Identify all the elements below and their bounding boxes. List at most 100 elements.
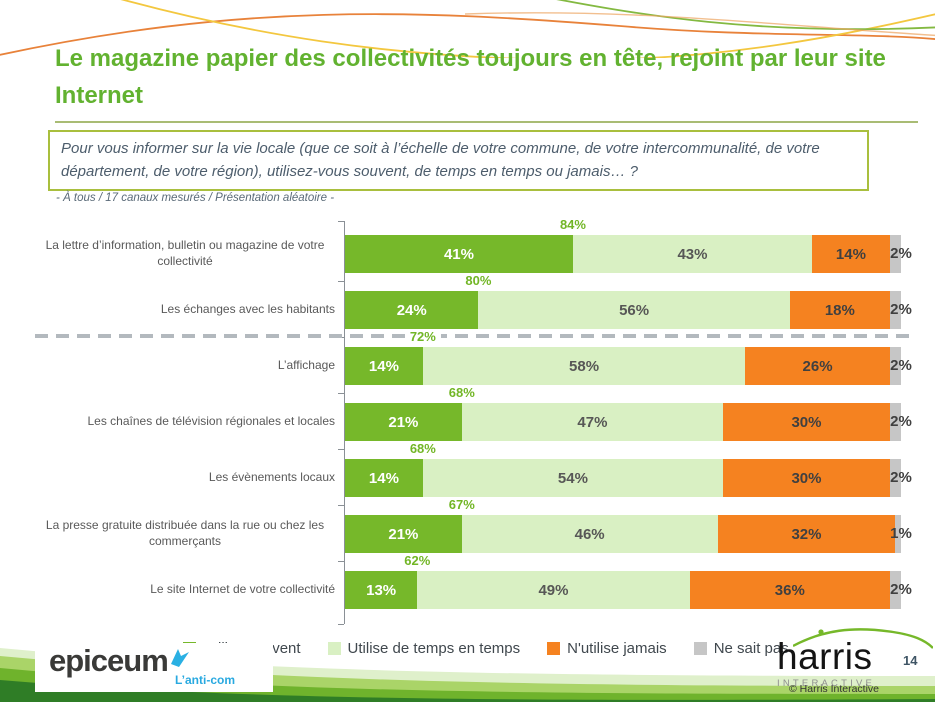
bar-segment-utilise-souvent: 13% (345, 571, 418, 609)
total-label: 72% (404, 329, 441, 344)
bar-segment-utilise-souvent: 41% (345, 235, 573, 273)
total-label: 68% (404, 441, 441, 456)
segment-value-label: 46% (574, 525, 605, 543)
methodology-note: - À tous / 17 canaux mesurés / Présentat… (56, 192, 335, 204)
bar-segment-ne-sait-pas: 2% (889, 571, 912, 609)
axis-tick (338, 624, 344, 625)
segment-value-label: 36% (774, 581, 805, 599)
bar-segment-utilise-souvent: 21% (345, 515, 462, 553)
segment-value-label: 13% (366, 581, 397, 599)
segment-value-label: 49% (538, 581, 569, 599)
stacked-bar: 14% 58% 26% 2% (345, 347, 912, 385)
axis-tick (338, 449, 344, 450)
survey-question-box: Pour vous informer sur la vie locale (qu… (48, 130, 869, 191)
total-label: 80% (460, 273, 497, 288)
bar-segment-utilise-de-temps-en-temps: 43% (572, 235, 813, 273)
bar-segment-ne-sait-pas: 2% (889, 291, 912, 329)
bar-segment-ne-sait-pas: 2% (889, 459, 912, 497)
axis-tick (338, 281, 344, 282)
axis-tick (338, 221, 344, 222)
category-label: L’affichage (277, 358, 335, 373)
legend-swatch (547, 642, 561, 655)
total-label: 67% (443, 497, 480, 512)
bar-segment-n-utilise-jamais: 30% (723, 459, 890, 497)
page-title: Le magazine papier des collectivités tou… (55, 45, 886, 110)
chart-row: L’affichage 72% 14% 58% 26% 2% (35, 329, 915, 385)
segment-value-label: 26% (802, 357, 833, 375)
bar-segment-ne-sait-pas: 2% (889, 347, 912, 385)
segment-value-label: 2% (890, 245, 912, 262)
category-label: Les échanges avec les habitants (160, 302, 335, 317)
bar-segment-utilise-de-temps-en-temps: 58% (422, 347, 746, 385)
bar-area: 68% 14% 54% 30% 2% (345, 441, 912, 497)
segment-value-label: 2% (890, 469, 912, 486)
bar-segment-n-utilise-jamais: 26% (745, 347, 890, 385)
bar-segment-ne-sait-pas: 1% (890, 515, 912, 553)
legend-swatch (327, 642, 341, 655)
chart-rows: La lettre d’information, bulletin ou mag… (35, 217, 915, 609)
bar-segment-utilise-souvent: 14% (345, 347, 423, 385)
segment-value-label: 30% (791, 413, 822, 431)
stacked-bar-chart: La lettre d’information, bulletin ou mag… (35, 217, 915, 625)
bar-area: 62% 13% 49% 36% 2% (345, 553, 912, 609)
category-label: Les évènements locaux (208, 470, 335, 485)
chart-row: Les évènements locaux 68% 14% 54% 30% 2% (35, 441, 915, 497)
segment-value-label: 56% (619, 301, 650, 319)
segment-value-label: 14% (368, 469, 399, 487)
survey-question-text: Pour vous informer sur la vie locale (qu… (61, 140, 820, 181)
legend-swatch (693, 642, 707, 655)
category-label: La lettre d’information, bulletin ou mag… (45, 238, 325, 268)
bar-segment-ne-sait-pas: 2% (889, 403, 912, 441)
page-number: 14 (903, 653, 918, 668)
bar-segment-n-utilise-jamais: 18% (789, 291, 890, 329)
dashed-separator (35, 334, 915, 338)
bar-segment-n-utilise-jamais: 14% (812, 235, 890, 273)
copyright-text: © Harris Interactive (789, 683, 880, 695)
segment-value-label: 21% (388, 413, 419, 431)
axis-tick (338, 505, 344, 506)
bar-segment-n-utilise-jamais: 32% (717, 515, 896, 553)
segment-value-label: 32% (791, 525, 822, 543)
bar-segment-utilise-de-temps-en-temps: 46% (461, 515, 718, 553)
epiceum-wordmark: epiceum (49, 643, 169, 678)
bar-segment-utilise-de-temps-en-temps: 47% (461, 403, 724, 441)
legend-item-utilise-de-temps-en-temps: Utilise de temps en temps (327, 640, 521, 657)
segment-value-label: 14% (835, 245, 866, 263)
bar-segment-utilise-de-temps-en-temps: 54% (422, 459, 724, 497)
chart-row: Le site Internet de votre collectivité 62… (35, 553, 915, 609)
axis-tick (338, 561, 344, 562)
segment-value-label: 14% (368, 357, 399, 375)
segment-value-label: 41% (443, 245, 474, 263)
segment-value-label: 58% (569, 357, 600, 375)
bar-segment-utilise-de-temps-en-temps: 49% (417, 571, 690, 609)
bar-area: 84% 41% 43% 14% 2% (345, 217, 912, 273)
segment-value-label: 2% (890, 581, 912, 598)
chart-row: Les échanges avec les habitants 80% 24% 56%… (35, 273, 915, 329)
legend-label: N'utilise jamais (567, 640, 667, 657)
segment-value-label: 2% (890, 357, 912, 374)
segment-value-label: 47% (577, 413, 608, 431)
bar-area: 67% 21% 46% 32% 1% (345, 497, 912, 553)
chart-row: La presse gratuite distribuée dans la ru… (35, 497, 915, 553)
chart-row: La lettre d’information, bulletin ou mag… (35, 217, 915, 273)
epiceum-logo: epiceum L’anti-com (35, 643, 273, 692)
category-axis (344, 221, 345, 624)
segment-value-label: 18% (824, 301, 855, 319)
title-underline (55, 121, 918, 123)
stacked-bar: 21% 46% 32% 1% (345, 515, 912, 553)
total-label: 84% (554, 217, 591, 232)
bar-segment-n-utilise-jamais: 30% (723, 403, 890, 441)
category-label: Le site Internet de votre collectivité (150, 582, 335, 597)
legend-item-ne-sait-pas: Ne sait pas (693, 640, 789, 657)
chart-row: Les chaînes de télévision régionales et … (35, 385, 915, 441)
stacked-bar: 24% 56% 18% 2% (345, 291, 912, 329)
bar-segment-utilise-souvent: 14% (345, 459, 423, 497)
bar-segment-utilise-souvent: 21% (345, 403, 462, 441)
segment-value-label: 30% (791, 469, 822, 487)
bar-area: 80% 24% 56% 18% 2% (345, 273, 912, 329)
legend-label: Utilise de temps en temps (347, 640, 521, 657)
total-label: 68% (443, 385, 480, 400)
axis-tick (338, 393, 344, 394)
bar-segment-ne-sait-pas: 2% (889, 235, 912, 273)
